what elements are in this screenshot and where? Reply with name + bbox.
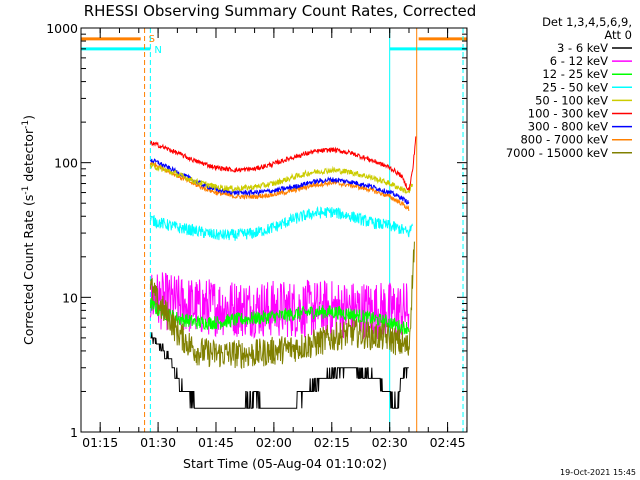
series-line (149, 163, 413, 195)
legend-entry-label: 800 - 7000 keV (520, 133, 608, 147)
x-tick-label: 02:30 (372, 435, 408, 450)
generated-timestamp: 19-Oct-2021 15:45 (560, 468, 636, 477)
y-tick-label: 100 (54, 156, 78, 171)
y-axis-label-part-1: Corrected Count Rate (s (21, 195, 36, 345)
series-line (149, 205, 413, 241)
legend-entry-label: 12 - 25 keV (542, 67, 608, 81)
x-tick-label: 02:45 (430, 435, 466, 450)
plot-area: SN (81, 28, 467, 432)
y-tick-label: 10 (62, 290, 78, 305)
x-tick-label: 02:15 (314, 435, 350, 450)
y-axis-label: Corrected Count Rate (s-1 detector-1) (21, 115, 36, 345)
x-axis-label: Start Time (05-Aug-04 01:10:02) (183, 456, 387, 471)
legend-entry-label: 300 - 800 keV (528, 120, 608, 134)
legend-entry-label: 3 - 6 keV (557, 41, 608, 55)
y-axis-label-part-3: ) (21, 115, 36, 120)
legend-header-line-1: Det 1,3,4,5,6,9, (542, 15, 632, 29)
series-line (149, 136, 417, 191)
series-line (149, 297, 410, 335)
legend-entry-label: 6 - 12 keV (550, 54, 608, 68)
series-line (149, 161, 410, 212)
x-tick-label: 01:15 (82, 435, 118, 450)
legend-header-line-2: Att 0 (604, 28, 632, 42)
time-marker-label: N (154, 45, 161, 56)
x-tick-label: 01:45 (198, 435, 234, 450)
legend-entry-label: 25 - 50 keV (542, 80, 608, 94)
legend-entry-label: 7000 - 15000 keV (506, 146, 608, 160)
series-line (150, 332, 409, 409)
series-line (149, 241, 415, 370)
legend-header: Det 1,3,4,5,6,9, Att 0 (542, 15, 632, 42)
chart-title: RHESSI Observing Summary Count Rates, Co… (84, 2, 477, 20)
y-tick-label: 1 (70, 425, 78, 440)
y-axis-label-part-2: detector (21, 128, 36, 186)
axis-ticks: 1 10 100 1000 01:15 01:30 01:45 02:00 02:15 02:30… (46, 21, 468, 450)
x-tick-label: 02:00 (256, 435, 292, 450)
x-tick-label: 01:30 (140, 435, 176, 450)
time-marker-label: S (149, 34, 155, 45)
legend-entry-label: 50 - 100 keV (535, 93, 608, 107)
legend-entry-label: 100 - 300 keV (528, 107, 608, 121)
y-tick-label: 1000 (46, 21, 78, 36)
y-axis-label-sup-2: -1 (21, 120, 31, 129)
y-axis-label-sup-1: -1 (21, 186, 31, 195)
